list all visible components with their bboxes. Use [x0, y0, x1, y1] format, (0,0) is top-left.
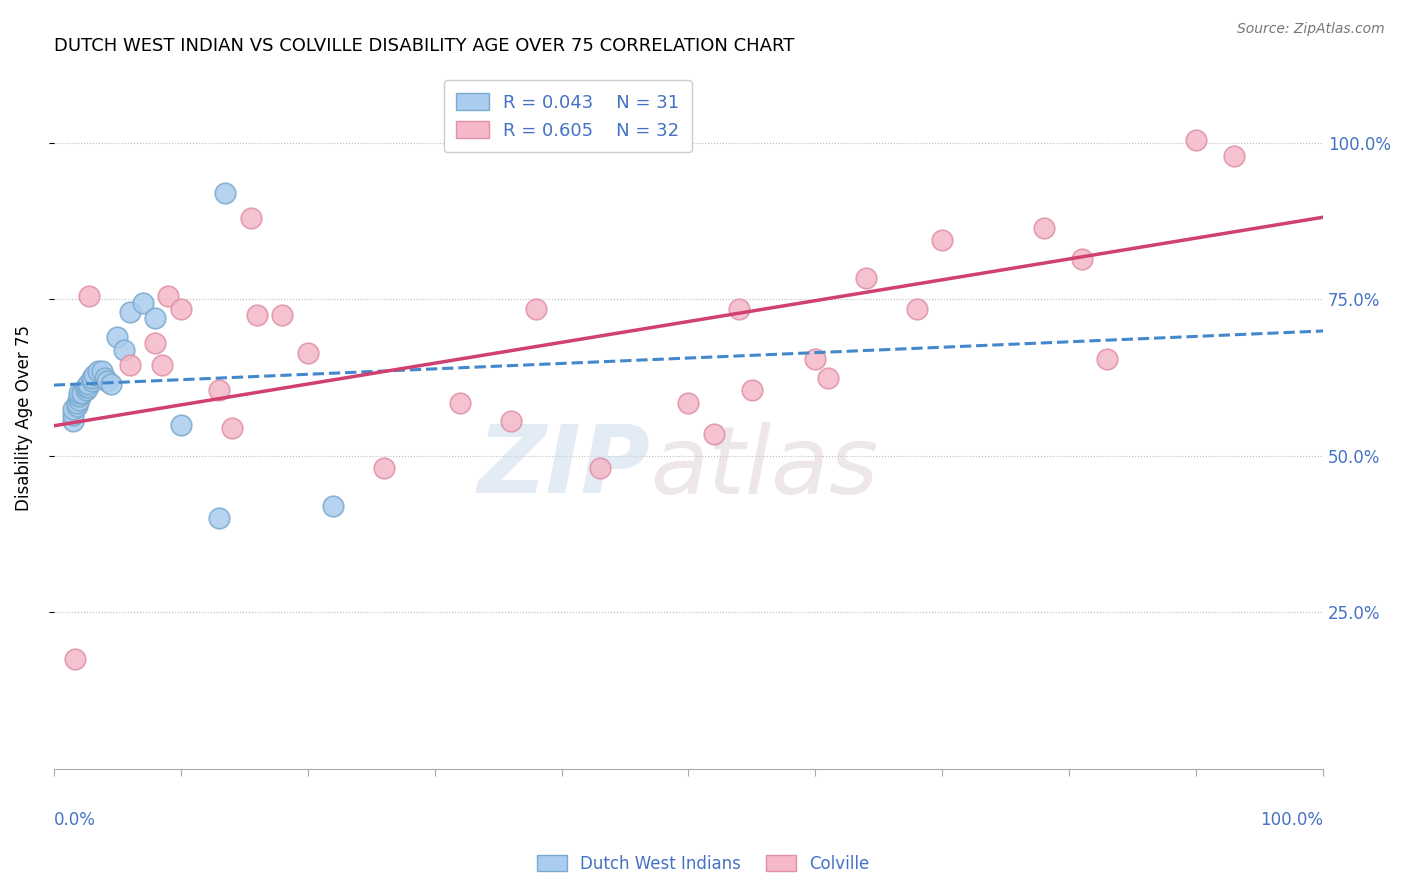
Point [112, 343, 135, 357]
Point [80, 370, 103, 384]
Point [93, 370, 115, 384]
Point [221, 421, 243, 435]
Point [728, 301, 751, 316]
Point [931, 233, 953, 247]
Point [62, 408, 84, 422]
Point [145, 336, 167, 351]
Y-axis label: Disability Age Over 75: Disability Age Over 75 [15, 326, 32, 511]
Point [855, 270, 877, 285]
Point [67, 389, 90, 403]
Point [67, 392, 90, 407]
Point [91, 364, 114, 378]
Point [524, 301, 547, 316]
Text: 0.0%: 0.0% [53, 811, 96, 829]
Text: atlas: atlas [651, 422, 879, 513]
Point [118, 305, 141, 319]
Point [905, 301, 928, 316]
Text: Source: ZipAtlas.com: Source: ZipAtlas.com [1237, 22, 1385, 37]
Point [271, 308, 294, 322]
Point [65, 652, 87, 666]
Legend: Dutch West Indians, Colville: Dutch West Indians, Colville [530, 848, 876, 880]
Point [77, 380, 100, 394]
Point [208, 511, 231, 525]
Point [170, 301, 193, 316]
Point [157, 289, 180, 303]
Point [96, 374, 118, 388]
Point [804, 351, 827, 366]
Text: ZIP: ZIP [478, 421, 651, 514]
Point [62, 401, 84, 416]
Point [67, 386, 90, 401]
Point [214, 186, 236, 200]
Point [1097, 351, 1119, 366]
Text: DUTCH WEST INDIAN VS COLVILLE DISABILITY AGE OVER 75 CORRELATION CHART: DUTCH WEST INDIAN VS COLVILLE DISABILITY… [53, 37, 794, 55]
Point [145, 311, 167, 326]
Point [66, 395, 89, 409]
Point [62, 415, 84, 429]
Text: 100.0%: 100.0% [1260, 811, 1323, 829]
Point [817, 370, 839, 384]
Point [1032, 220, 1054, 235]
Point [100, 376, 122, 391]
Point [66, 399, 89, 413]
Point [322, 499, 344, 513]
Point [1071, 252, 1094, 266]
Point [80, 374, 103, 388]
Point [373, 461, 395, 475]
Point [118, 358, 141, 372]
Point [170, 417, 193, 432]
Point [741, 383, 763, 397]
Point [1223, 148, 1246, 162]
Point [70, 386, 93, 401]
Point [208, 383, 231, 397]
Point [703, 427, 725, 442]
Point [70, 386, 93, 401]
Point [449, 395, 471, 409]
Point [297, 345, 319, 359]
Point [678, 395, 700, 409]
Point [246, 308, 269, 322]
Point [75, 380, 97, 394]
Point [239, 211, 262, 226]
Point [77, 376, 100, 391]
Legend: R = 0.043    N = 31, R = 0.605    N = 32: R = 0.043 N = 31, R = 0.605 N = 32 [444, 80, 692, 153]
Point [83, 368, 105, 382]
Point [105, 330, 128, 344]
Point [150, 358, 173, 372]
Point [131, 295, 153, 310]
Point [588, 461, 610, 475]
Point [499, 415, 522, 429]
Point [87, 364, 110, 378]
Point [79, 289, 101, 303]
Point [75, 383, 97, 397]
Point [1185, 133, 1208, 147]
